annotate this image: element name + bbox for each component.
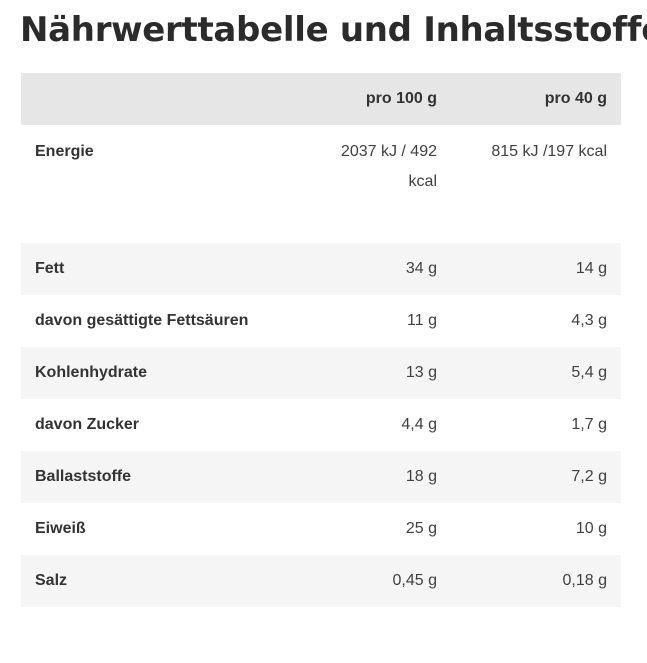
table-row-salz: Salz 0,45 g 0,18 g <box>21 555 621 607</box>
value-per-40g: 0,18 g <box>451 555 621 607</box>
value-per-40g: 815 kJ /197 kcal <box>491 143 607 160</box>
table-row-fett: Fett 34 g 14 g <box>21 243 621 295</box>
value-per-100g: 18 g <box>296 451 451 503</box>
nutrient-name: Eiweiß <box>35 520 86 537</box>
table-row-gesaettigte-fettsaeuren: davon gesättigte Fettsäuren 11 g 4,3 g <box>21 295 621 347</box>
value-per-40g: 7,2 g <box>451 451 621 503</box>
nutrient-name: Kohlenhydrate <box>21 347 296 399</box>
nutrient-name: Ballaststoffe <box>21 451 296 503</box>
value-per-100g: 25 g <box>405 520 437 537</box>
value-per-100g: 34 g <box>296 243 451 295</box>
nutrient-name: Salz <box>21 555 296 607</box>
value-per-100g: 4,4 g <box>401 416 437 433</box>
header-per-40g: pro 40 g <box>451 73 621 125</box>
value-per-40g: 14 g <box>451 243 621 295</box>
value-per-100g: 13 g <box>296 347 451 399</box>
table-row-ballaststoffe: Ballaststoffe 18 g 7,2 g <box>21 451 621 503</box>
value-per-40g: 1,7 g <box>571 416 607 433</box>
header-nutrient <box>21 73 296 125</box>
nutrient-name: davon Zucker <box>35 416 140 433</box>
value-per-100g: 2037 kJ / 492 kcal <box>340 143 437 190</box>
table-row-zucker: davon Zucker 4,4 g 1,7 g <box>21 399 621 451</box>
nutrient-name: davon gesättigte Fettsäuren <box>35 312 249 329</box>
nutrient-name: Energie <box>35 143 94 160</box>
value-per-40g: 4,3 g <box>571 312 607 329</box>
value-per-40g: 10 g <box>575 520 607 537</box>
table-row-kohlenhydrate: Kohlenhydrate 13 g 5,4 g <box>21 347 621 399</box>
header-per-100g: pro 100 g <box>296 73 451 125</box>
table-header-row: pro 100 g pro 40 g <box>21 73 621 125</box>
nutrition-table: pro 100 g pro 40 g Energie 2037 kJ / 492… <box>21 73 621 607</box>
value-per-100g: 0,45 g <box>296 555 451 607</box>
nutrient-name: Fett <box>21 243 296 295</box>
page-title: Nährwerttabelle und Inhaltsstoffe: <box>20 10 647 50</box>
value-per-100g: 11 g <box>407 312 437 329</box>
table-row-energie: Energie 2037 kJ / 492 kcal 815 kJ /197 k… <box>21 125 621 243</box>
value-per-40g: 5,4 g <box>451 347 621 399</box>
table-row-eiweiss: Eiweiß 25 g 10 g <box>21 503 621 555</box>
